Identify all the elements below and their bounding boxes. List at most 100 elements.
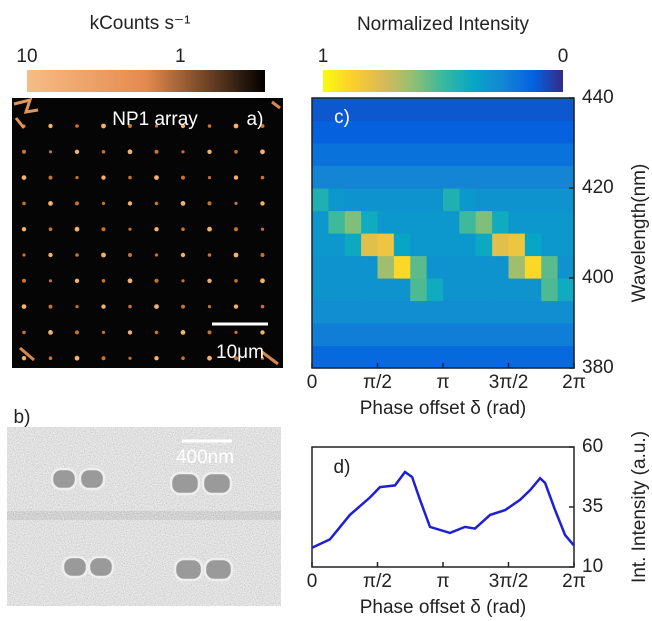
dot [74,278,80,283]
y-axis-label: Wavelength(nm) [629,164,650,303]
heatmap-cell [312,255,329,279]
heatmap-cell [459,278,477,302]
heatmap-cell [475,188,493,212]
heatmap-cell [361,98,379,122]
heatmap-cell [410,255,428,279]
heatmap-cell [524,143,542,167]
dot [207,253,212,257]
heatmap-cell [377,98,395,122]
heatmap-cell [443,210,460,234]
dot [22,149,26,154]
heatmap-cell [312,345,329,369]
heatmap-cell [459,165,477,189]
heatmap-cell [377,233,395,257]
heatmap-cell [459,120,477,144]
heatmap-cell [344,345,362,369]
heatmap-cell [508,300,526,324]
dot [48,227,53,231]
heatmap-cell [557,120,575,144]
dot [260,149,265,155]
heatmap-cell [393,188,411,212]
heatmap-cell [426,165,444,189]
y-tick-label: 35 [582,496,603,517]
dot [75,305,79,309]
dot [181,304,185,309]
dot [101,150,106,154]
heatmap-cell [492,278,510,302]
heatmap-cell [377,300,395,324]
dot [154,278,159,283]
heatmap-cell [492,255,510,279]
heatmap-cell [312,323,329,347]
dot [101,227,106,232]
heatmap-cell [459,300,477,324]
heatmap-cell [475,345,493,369]
dot [48,330,53,335]
dot [75,253,79,257]
dot [22,253,26,257]
heatmap-cell [541,278,559,302]
heatmap-cell [492,300,510,324]
x-tick-label: π/2 [363,571,392,592]
dot [48,201,53,206]
heatmap-cell [344,278,362,302]
heatmap-cell [361,120,379,144]
dot [207,355,212,361]
dimers [50,467,234,582]
colorbar-title: kCounts s⁻¹ [90,13,191,34]
heatmap-cell [492,165,510,189]
dot [234,201,238,205]
dot [180,330,186,335]
x-tick-label: π [436,571,449,592]
heatmap-cell [524,300,542,324]
heatmap-cell [361,255,379,279]
heatmap-cell [410,233,428,257]
dot [260,175,265,180]
heatmap-cell [557,98,575,122]
panel-label: a) [247,109,264,130]
heatmap-cell [492,233,510,257]
dot [128,227,132,231]
heatmap-cell [557,233,575,257]
dot [21,227,27,232]
scale-bar-label: 10μm [216,342,264,363]
heatmap-cell [508,210,526,234]
y-tick-label: 420 [582,177,614,198]
heatmap-cell [328,98,346,122]
y-tick-label: 60 [582,436,603,457]
speckle [19,100,281,366]
heatmap-cell [557,323,575,347]
heatmap-cell [361,165,379,189]
heatmap-cell [557,210,575,234]
heatmap-cell [443,233,460,257]
heatmap-cell [541,143,559,167]
heatmap-cell [508,233,526,257]
dot [181,279,185,283]
heatmap-cell [328,188,346,212]
heatmap-cell [312,188,329,212]
heatmap-cell [426,143,444,167]
heatmap-cell [328,143,346,167]
dot [260,330,265,335]
dot [22,330,26,335]
heatmap-cell [443,143,460,167]
speckle [13,97,39,129]
dot [48,175,53,180]
heatmap-cell [328,233,346,257]
heatmap-cell [426,278,444,302]
heatmap-cell [328,255,346,279]
heatmap-cell [541,165,559,189]
x-tick-label: 3π/2 [489,571,529,592]
heatmap-cell [524,120,542,144]
x-tick-label: π [436,372,449,393]
dot [101,123,106,129]
dot [48,150,53,154]
heatmap-cell [393,323,411,347]
heatmap-cell [541,233,559,257]
heatmap-cell [361,300,379,324]
heatmap-cell [312,300,329,324]
dot [74,149,80,154]
heatmap-cell [541,210,559,234]
heatmap-cell [475,98,493,122]
